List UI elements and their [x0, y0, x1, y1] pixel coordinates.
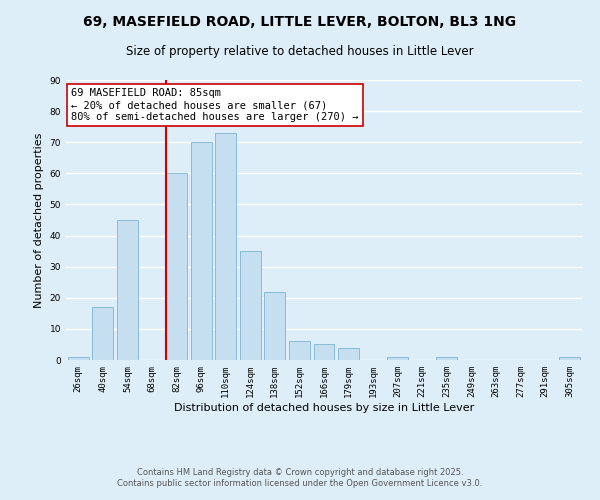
- Text: 69 MASEFIELD ROAD: 85sqm
← 20% of detached houses are smaller (67)
80% of semi-d: 69 MASEFIELD ROAD: 85sqm ← 20% of detach…: [71, 88, 359, 122]
- Bar: [240, 251, 261, 360]
- Bar: [117, 220, 138, 360]
- Bar: [265, 292, 286, 360]
- Bar: [215, 133, 236, 360]
- Text: 69, MASEFIELD ROAD, LITTLE LEVER, BOLTON, BL3 1NG: 69, MASEFIELD ROAD, LITTLE LEVER, BOLTON…: [83, 15, 517, 29]
- Bar: [436, 357, 457, 360]
- Text: Size of property relative to detached houses in Little Lever: Size of property relative to detached ho…: [126, 45, 474, 58]
- Bar: [559, 357, 580, 360]
- X-axis label: Distribution of detached houses by size in Little Lever: Distribution of detached houses by size …: [174, 402, 474, 412]
- Bar: [166, 174, 187, 360]
- Bar: [191, 142, 212, 360]
- Bar: [314, 344, 334, 360]
- Bar: [338, 348, 359, 360]
- Bar: [289, 342, 310, 360]
- Text: Contains HM Land Registry data © Crown copyright and database right 2025.
Contai: Contains HM Land Registry data © Crown c…: [118, 468, 482, 487]
- Y-axis label: Number of detached properties: Number of detached properties: [34, 132, 44, 308]
- Bar: [68, 357, 89, 360]
- Bar: [92, 307, 113, 360]
- Bar: [387, 357, 408, 360]
